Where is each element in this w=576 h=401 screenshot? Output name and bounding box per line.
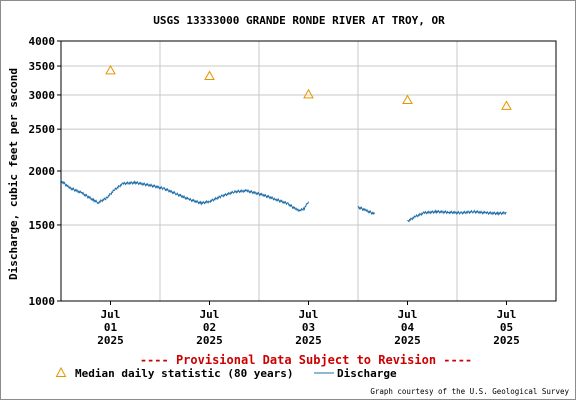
credit-text: Graph courtesy of the U.S. Geological Su… — [370, 387, 569, 396]
y-tick-label: 1000 — [29, 295, 56, 308]
x-tick-year: 2025 — [394, 334, 421, 347]
provisional-notice: ---- Provisional Data Subject to Revisio… — [140, 353, 472, 367]
x-tick-year: 2025 — [97, 334, 124, 347]
chart-title: USGS 13333000 GRANDE RONDE RIVER AT TROY… — [153, 14, 445, 27]
y-tick-label: 3000 — [29, 89, 56, 102]
y-axis-label: Discharge, cubic feet per second — [7, 68, 20, 280]
median-marker — [303, 88, 314, 99]
y-axis-ticks: 1000 1500 2000 2500 3000 3500 4000 — [29, 35, 61, 308]
x-tick-year: 2025 — [295, 334, 322, 347]
x-tick-year: 2025 — [196, 334, 223, 347]
x-tick-month: Jul — [101, 308, 121, 321]
x-tick-month: Jul — [398, 308, 418, 321]
median-marker — [402, 94, 413, 105]
y-tick-label: 2000 — [29, 165, 56, 178]
grid — [61, 41, 556, 301]
legend: Median daily statistic (80 years) Discha… — [55, 366, 397, 380]
x-tick-day: 02 — [203, 321, 216, 334]
discharge-line-segment — [407, 209, 507, 223]
x-tick-day: 01 — [104, 321, 118, 334]
median-marker — [105, 64, 116, 75]
legend-discharge-label: Discharge — [337, 367, 397, 380]
y-tick-label: 1500 — [29, 219, 56, 232]
x-tick-month: Jul — [497, 308, 517, 321]
x-tick-day: 03 — [302, 321, 315, 334]
x-tick-year: 2025 — [493, 334, 520, 347]
series — [60, 64, 512, 223]
x-tick-month: Jul — [299, 308, 319, 321]
y-tick-label: 2500 — [29, 123, 56, 136]
discharge-line-segment — [357, 205, 375, 216]
median-marker — [501, 100, 512, 110]
y-tick-label: 3500 — [29, 60, 56, 73]
x-axis-ticks: Jul012025Jul022025Jul032025Jul042025Jul0… — [97, 301, 520, 347]
median-marker — [204, 70, 215, 80]
y-tick-label: 4000 — [29, 35, 56, 48]
discharge-line-segment — [60, 179, 309, 213]
x-tick-day: 04 — [401, 321, 415, 334]
x-tick-month: Jul — [200, 308, 220, 321]
legend-median-marker — [55, 366, 67, 377]
legend-median-label: Median daily statistic (80 years) — [75, 367, 294, 380]
x-tick-day: 05 — [500, 321, 513, 334]
